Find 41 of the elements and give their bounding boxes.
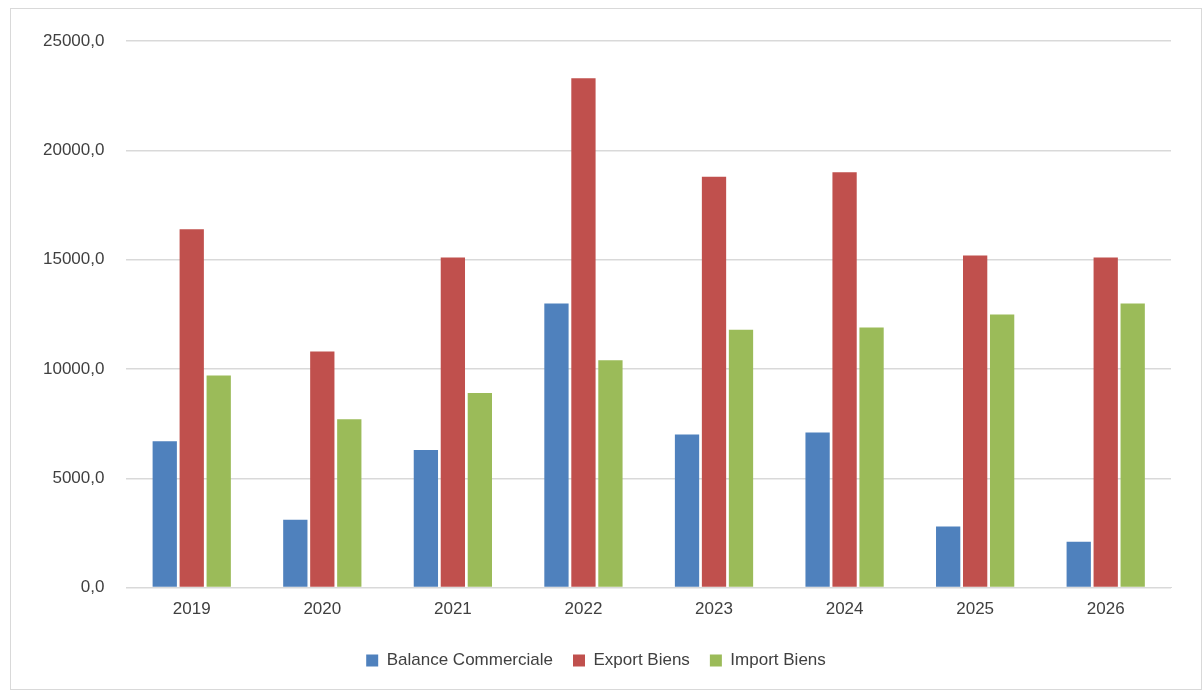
bar [283, 519, 308, 587]
bar [206, 375, 231, 587]
bar [337, 419, 362, 587]
x-tick-label: 2024 [825, 599, 864, 619]
legend-label: Import Biens [730, 650, 826, 670]
bar [179, 229, 204, 587]
bar [859, 327, 884, 587]
y-tick-label: 25000,0 [43, 30, 105, 50]
bar [571, 78, 596, 587]
bar [413, 449, 439, 587]
x-tick-label: 2025 [956, 599, 995, 619]
y-tick-label: 10000,0 [43, 358, 105, 378]
bar [936, 526, 961, 587]
bar [310, 351, 335, 587]
x-tick-label: 2019 [172, 599, 211, 619]
bar [989, 314, 1015, 587]
bar [805, 432, 830, 587]
bar [832, 172, 857, 587]
x-tick-label: 2022 [564, 599, 603, 619]
bar [152, 441, 177, 587]
bar [467, 393, 492, 587]
bar [963, 255, 988, 587]
bar [1120, 303, 1145, 587]
x-tick-label: 2026 [1086, 599, 1125, 619]
bar [1093, 257, 1118, 587]
bar [701, 176, 727, 587]
y-tick-label: 5000,0 [52, 468, 105, 488]
bar [598, 360, 623, 587]
y-tick-label: 0,0 [80, 577, 105, 597]
bar [1066, 541, 1091, 587]
bar [440, 257, 466, 587]
x-tick-label: 2020 [303, 599, 342, 619]
y-tick-label: 15000,0 [43, 249, 105, 269]
legend-label: Balance Commerciale [386, 650, 553, 670]
legend-label: Export Biens [593, 650, 690, 670]
y-tick-label: 20000,0 [43, 140, 105, 160]
x-tick-label: 2021 [433, 599, 472, 619]
bar [544, 303, 569, 587]
bar [728, 329, 754, 587]
bar [674, 434, 700, 587]
x-tick-label: 2023 [695, 599, 733, 619]
